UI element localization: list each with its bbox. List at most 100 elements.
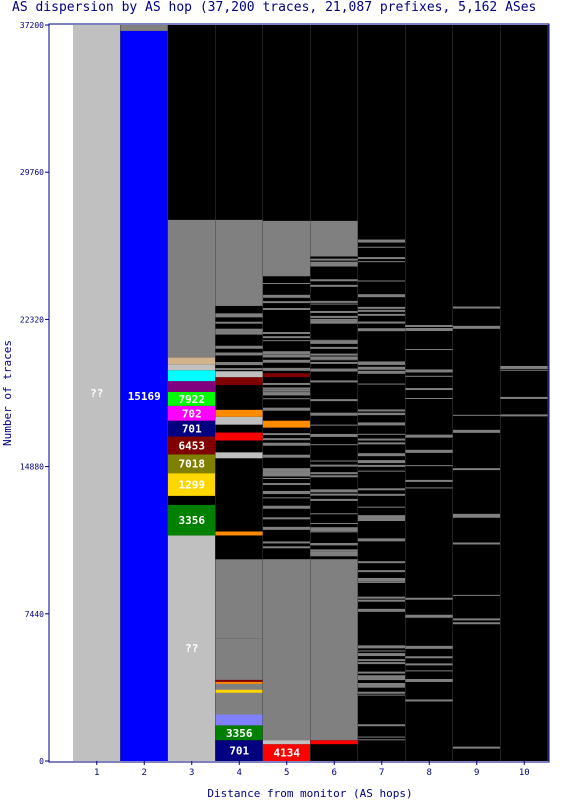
as-stripe — [405, 645, 453, 649]
as-stripe — [358, 599, 406, 602]
as-stripe — [310, 346, 358, 349]
as-segment-hop-5-4134 — [263, 744, 311, 761]
y-tick-label: 29760 — [20, 168, 44, 177]
x-tick-label: 2 — [142, 768, 147, 778]
as-stripe — [358, 515, 406, 519]
as-stripe — [358, 671, 406, 674]
as-stripe — [453, 514, 501, 518]
column-background-hop-10 — [500, 25, 548, 761]
y-tick-label: 37200 — [20, 21, 44, 30]
as-stripe — [358, 650, 406, 652]
as-stripe — [263, 282, 311, 284]
as-stripe — [453, 622, 501, 625]
as-stripe — [310, 475, 358, 478]
as-segment-hop-5 — [263, 220, 311, 277]
as-stripe — [358, 412, 406, 415]
as-stripe — [453, 618, 501, 621]
as-segment-hop-3 — [168, 381, 216, 393]
as-segment-hop-3 — [168, 219, 216, 358]
as-stripe — [263, 438, 311, 441]
as-stripe — [358, 578, 406, 582]
y-tick-label: 7440 — [25, 610, 44, 619]
as-segment-hop-3-7922 — [168, 392, 216, 406]
segment-label: 702 — [182, 407, 202, 420]
as-stripe — [358, 662, 406, 665]
as-stripe — [358, 470, 406, 472]
as-segment-hop-5 — [263, 740, 311, 745]
x-tick-label: 3 — [189, 768, 194, 778]
as-stripe — [310, 493, 358, 496]
as-stripe — [310, 300, 358, 303]
as-stripe — [453, 414, 501, 416]
as-stripe — [405, 614, 453, 618]
x-axis-title: Distance from monitor (AS hops) — [207, 787, 412, 800]
as-stripe — [405, 324, 453, 327]
x-tick-label: 8 — [427, 768, 432, 778]
as-stripe — [358, 506, 406, 508]
as-stripe — [310, 318, 358, 321]
as-stripe — [405, 479, 453, 482]
as-stripe — [500, 414, 548, 417]
as-stripe — [358, 321, 406, 324]
as-stripe — [405, 397, 453, 399]
as-stripe — [405, 487, 453, 489]
as-segment-hop-4 — [215, 432, 263, 441]
as-segment-hop-3-701 — [168, 420, 216, 437]
as-stripe — [310, 399, 358, 402]
as-stripe — [358, 739, 406, 741]
segment-label: 701 — [182, 423, 202, 436]
as-stripe — [310, 433, 358, 437]
as-stripe — [263, 387, 311, 390]
as-segment-hop-4 — [215, 377, 263, 386]
as-stripe — [263, 367, 311, 371]
as-stripe — [358, 518, 406, 522]
as-stripe — [263, 526, 311, 530]
as-segment-hop-3-702 — [168, 405, 216, 421]
as-stripe — [263, 491, 311, 495]
as-segment-hop-4 — [215, 416, 263, 425]
as-stripe — [215, 368, 263, 371]
as-stripe — [263, 393, 311, 396]
as-stripe — [215, 328, 263, 332]
as-stripe — [358, 438, 406, 441]
as-segment-hop-6 — [310, 559, 358, 741]
as-stripe — [310, 353, 358, 356]
as-stripe — [310, 523, 358, 525]
as-stripe — [358, 581, 406, 583]
as-stripe — [358, 366, 406, 370]
as-stripe — [358, 538, 406, 542]
bars-layer — [73, 25, 549, 761]
as-segment-hop-4 — [215, 689, 263, 693]
as-stripe — [263, 478, 311, 480]
as-stripe — [358, 261, 406, 263]
as-segment-hop-3-6453 — [168, 436, 216, 455]
y-tick-label: 0 — [39, 757, 44, 766]
as-segment-hop-5 — [263, 420, 311, 428]
as-segment-hop-4 — [215, 679, 263, 682]
segment-label: 1299 — [179, 479, 206, 492]
as-stripe — [453, 306, 501, 309]
as-segment-hop-4 — [215, 681, 263, 684]
x-tick-label: 4 — [237, 768, 242, 778]
as-stripe — [263, 340, 311, 342]
as-stripe — [310, 513, 358, 515]
as-stripe — [215, 353, 263, 356]
as-segment-hop-6 — [310, 740, 358, 745]
x-tick-label: 10 — [519, 768, 530, 778]
as-segment-hop-4 — [215, 714, 263, 726]
as-stripe — [310, 460, 358, 462]
as-stripe — [358, 328, 406, 332]
as-stripe — [358, 724, 406, 727]
as-stripe — [358, 309, 406, 312]
segment-label: ?? — [185, 642, 198, 655]
as-stripe — [263, 454, 311, 458]
as-stripe — [310, 356, 358, 358]
as-stripe — [310, 464, 358, 467]
as-segment-hop-3 — [168, 495, 216, 505]
as-stripe — [358, 240, 406, 243]
as-stripe — [263, 483, 311, 486]
y-tick-label: 22320 — [20, 315, 44, 324]
segment-label: 701 — [229, 745, 249, 758]
as-stripe — [358, 314, 406, 316]
as-stripe — [310, 368, 358, 372]
